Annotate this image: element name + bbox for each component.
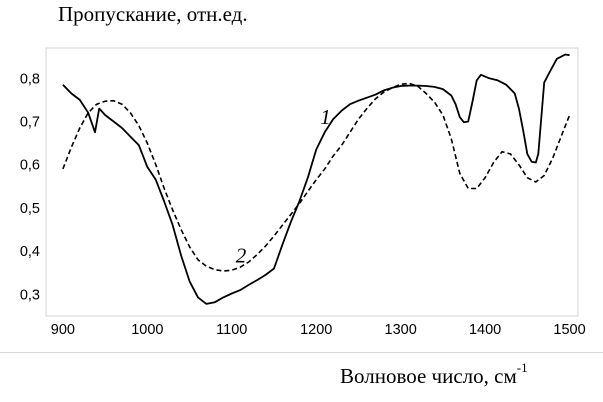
series-line-1 bbox=[62, 53, 570, 305]
x-tick-label: 900 bbox=[51, 322, 75, 338]
y-tick-label: 0,8 bbox=[20, 71, 40, 87]
x-tick-label: 1300 bbox=[385, 322, 417, 338]
y-tick-label: 0,6 bbox=[20, 158, 40, 174]
y-axis-title: Пропускание, отн.ед. bbox=[58, 2, 248, 26]
x-tick-label: 1200 bbox=[300, 322, 332, 338]
series-lines bbox=[62, 53, 571, 305]
series-label-1: 1 bbox=[320, 105, 331, 129]
tick-labels: 0,3 0,4 0,5 0,6 0,7 0,8 900 1000 1100 1200 1300 140… bbox=[20, 71, 586, 338]
bottom-divider bbox=[0, 352, 603, 353]
x-axis-title-text: Волновое число, см bbox=[340, 364, 517, 388]
x-tick-label: 1500 bbox=[553, 322, 585, 338]
x-axis-title-unit-exponent: -1 bbox=[516, 360, 528, 375]
x-tick-label: 1100 bbox=[216, 322, 247, 338]
series-line-2 bbox=[62, 82, 571, 272]
x-tick-label: 1400 bbox=[469, 322, 501, 338]
x-tick-label: 1000 bbox=[131, 322, 163, 338]
y-tick-label: 0,3 bbox=[20, 287, 40, 303]
plot-frame bbox=[45, 47, 579, 317]
y-tick-label: 0,4 bbox=[20, 244, 40, 260]
y-tick-label: 0,5 bbox=[20, 201, 40, 217]
series-labels: 12 bbox=[236, 105, 331, 267]
series-label-2: 2 bbox=[236, 243, 247, 267]
y-tick-label: 0,7 bbox=[20, 114, 40, 130]
x-axis-title: Волновое число, см-1 bbox=[340, 360, 528, 389]
